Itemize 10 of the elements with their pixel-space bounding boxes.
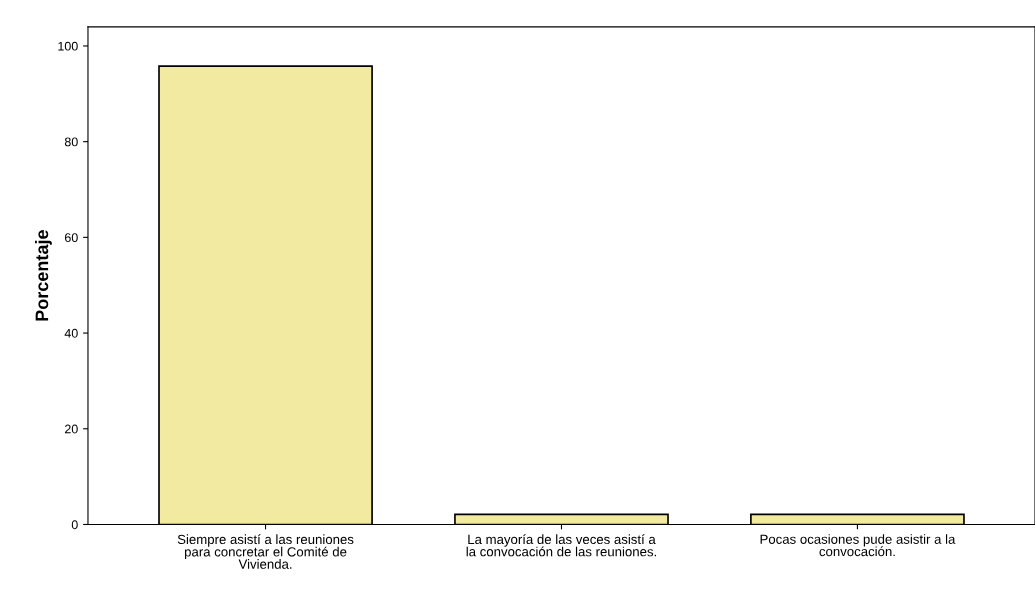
y-tick-label: 20 bbox=[64, 424, 78, 434]
y-tick-label: 40 bbox=[64, 328, 78, 338]
x-tick-label: Siempre asistí a las reuniones para concretar el Comité de Vivienda. bbox=[177, 534, 354, 569]
x-tick-label: La mayoría de las veces asistí a la convocación de las reuniones. bbox=[466, 534, 657, 557]
y-tick-label: 0 bbox=[71, 520, 78, 530]
y-tick-label: 80 bbox=[64, 137, 78, 147]
y-tick-label: 100 bbox=[58, 41, 78, 51]
x-tick-label: Pocas ocasiones pude asistir a la convocación. bbox=[760, 534, 956, 557]
y-axis-title: Porcentaje bbox=[35, 230, 52, 321]
y-tick-label: 60 bbox=[64, 233, 78, 243]
